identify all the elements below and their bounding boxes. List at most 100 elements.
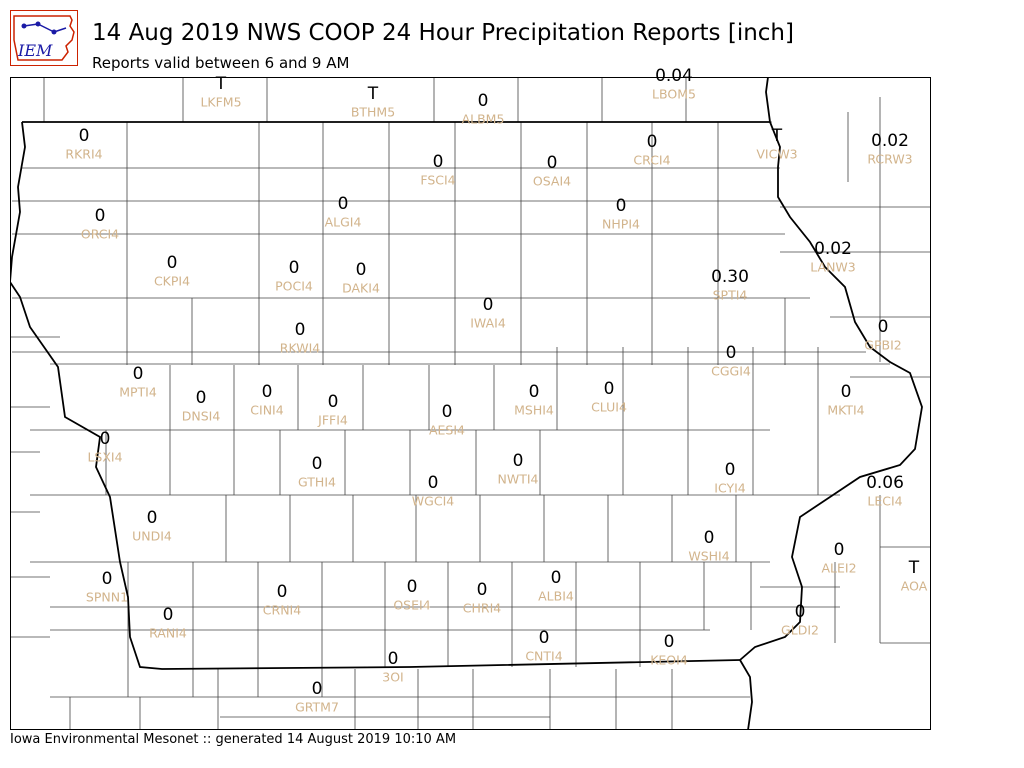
logo-text: IEM — [17, 41, 53, 60]
precip-value: 0 — [877, 317, 889, 337]
station-id: OSEI4 — [393, 597, 431, 613]
precip-value: 0 — [512, 451, 524, 471]
station-id: ORCI4 — [80, 226, 120, 242]
precip-value: 0 — [432, 152, 444, 172]
station-id: CNTI4 — [525, 648, 563, 664]
station-id: JFFI4 — [318, 412, 348, 428]
precip-value: 0.04 — [655, 66, 693, 86]
precipitation-map — [10, 77, 930, 730]
station-id: RCRW3 — [867, 151, 913, 167]
precip-value: 0 — [162, 605, 174, 625]
station-id: LKFM5 — [200, 94, 242, 110]
station-id: DNSI4 — [181, 408, 221, 424]
station-id: FSCI4 — [420, 172, 456, 188]
precip-value: 0 — [132, 364, 144, 384]
precip-value: 0.30 — [711, 267, 749, 287]
station-id: CHRI4 — [462, 600, 502, 616]
precip-value: 0 — [101, 569, 113, 589]
station-id: CKPI4 — [153, 273, 191, 289]
precip-value: 0 — [78, 126, 90, 146]
precip-value: T — [367, 84, 379, 104]
precip-value: 0 — [615, 196, 627, 216]
precip-value: 0 — [840, 382, 852, 402]
precip-value: 0 — [476, 580, 488, 600]
precip-value: 0 — [99, 429, 111, 449]
precip-value: 0 — [441, 402, 453, 422]
precip-value: 0 — [288, 258, 300, 278]
station-id: UNDI4 — [132, 528, 172, 544]
station-id: IWAI4 — [470, 315, 506, 331]
precip-value: 0 — [477, 91, 489, 111]
iem-logo: IEM — [10, 10, 78, 66]
station-id: VICW3 — [756, 146, 798, 162]
precip-value: 0 — [355, 260, 367, 280]
station-id: SPTI4 — [712, 287, 748, 303]
precip-value: 0 — [311, 679, 323, 699]
precip-value: T — [215, 74, 227, 94]
precip-value: 0 — [146, 508, 158, 528]
station-id: LBOM5 — [652, 86, 696, 102]
station-id: WGCI4 — [411, 493, 455, 509]
station-id: LSXI4 — [87, 449, 123, 465]
station-id: LECI4 — [867, 493, 903, 509]
station-id: SPNN1 — [85, 589, 129, 605]
precip-value: 0 — [294, 320, 306, 340]
map-subtitle: Reports valid between 6 and 9 AM — [92, 54, 350, 72]
station-id: GLDI2 — [781, 622, 819, 638]
precip-value: 0.06 — [866, 473, 904, 493]
precip-value: 0 — [703, 528, 715, 548]
precip-value: 0 — [337, 194, 349, 214]
precip-value: 0.02 — [814, 239, 852, 259]
station-id: WSHI4 — [688, 548, 730, 564]
station-id: MSHI4 — [514, 402, 554, 418]
station-id: GPBI2 — [864, 337, 902, 353]
precip-value: 0 — [725, 343, 737, 363]
precip-value: T — [771, 126, 783, 146]
station-id: DAKI4 — [342, 280, 380, 296]
station-id: AOA — [900, 578, 928, 594]
precip-value: 0 — [327, 392, 339, 412]
station-id: KEOI4 — [650, 652, 688, 668]
precip-value: 0 — [311, 454, 323, 474]
station-id: RKRI4 — [65, 146, 103, 162]
station-id: NWTI4 — [497, 471, 539, 487]
station-id: NHPI4 — [602, 216, 640, 232]
station-id: BTHM5 — [350, 104, 396, 120]
precip-value: 0 — [94, 206, 106, 226]
precip-value: T — [908, 558, 920, 578]
station-id: POCI4 — [275, 278, 313, 294]
precip-value: 0 — [794, 602, 806, 622]
footer-credit: Iowa Environmental Mesonet :: generated … — [10, 732, 457, 747]
precip-value: 0 — [166, 253, 178, 273]
precip-value: 0 — [528, 382, 540, 402]
precip-value: 0 — [261, 382, 273, 402]
station-id: OSAI4 — [532, 173, 572, 189]
precip-value: 0 — [833, 540, 845, 560]
station-id: ALBM5 — [461, 111, 505, 127]
station-id: MPTI4 — [119, 384, 157, 400]
precip-value: 0 — [427, 473, 439, 493]
precip-value: 0 — [646, 132, 658, 152]
station-id: 3OI — [382, 669, 404, 685]
station-id: ICYI4 — [714, 480, 746, 496]
precip-value: 0 — [550, 568, 562, 588]
precip-value: 0 — [406, 577, 418, 597]
precip-value: 0 — [195, 388, 207, 408]
precip-value: 0 — [538, 628, 550, 648]
precip-value: 0 — [724, 460, 736, 480]
station-id: CINI4 — [250, 402, 284, 418]
station-id: MKTI4 — [827, 402, 865, 418]
station-id: GRTM7 — [295, 699, 339, 715]
station-id: RANI4 — [149, 625, 187, 641]
precip-value: 0 — [387, 649, 399, 669]
precip-value: 0 — [663, 632, 675, 652]
state-boundaries — [10, 77, 923, 730]
station-id: ALGI4 — [324, 214, 362, 230]
precip-value: 0 — [546, 153, 558, 173]
station-id: ALEI2 — [821, 560, 857, 576]
precip-value: 0 — [603, 379, 615, 399]
station-id: CRNI4 — [262, 602, 302, 618]
station-id: RKWI4 — [279, 340, 321, 356]
map-title: 14 Aug 2019 NWS COOP 24 Hour Precipitati… — [92, 20, 794, 46]
station-id: CRCI4 — [633, 152, 671, 168]
